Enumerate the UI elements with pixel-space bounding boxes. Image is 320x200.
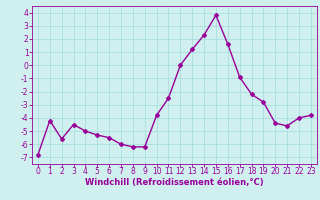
X-axis label: Windchill (Refroidissement éolien,°C): Windchill (Refroidissement éolien,°C) — [85, 178, 264, 187]
